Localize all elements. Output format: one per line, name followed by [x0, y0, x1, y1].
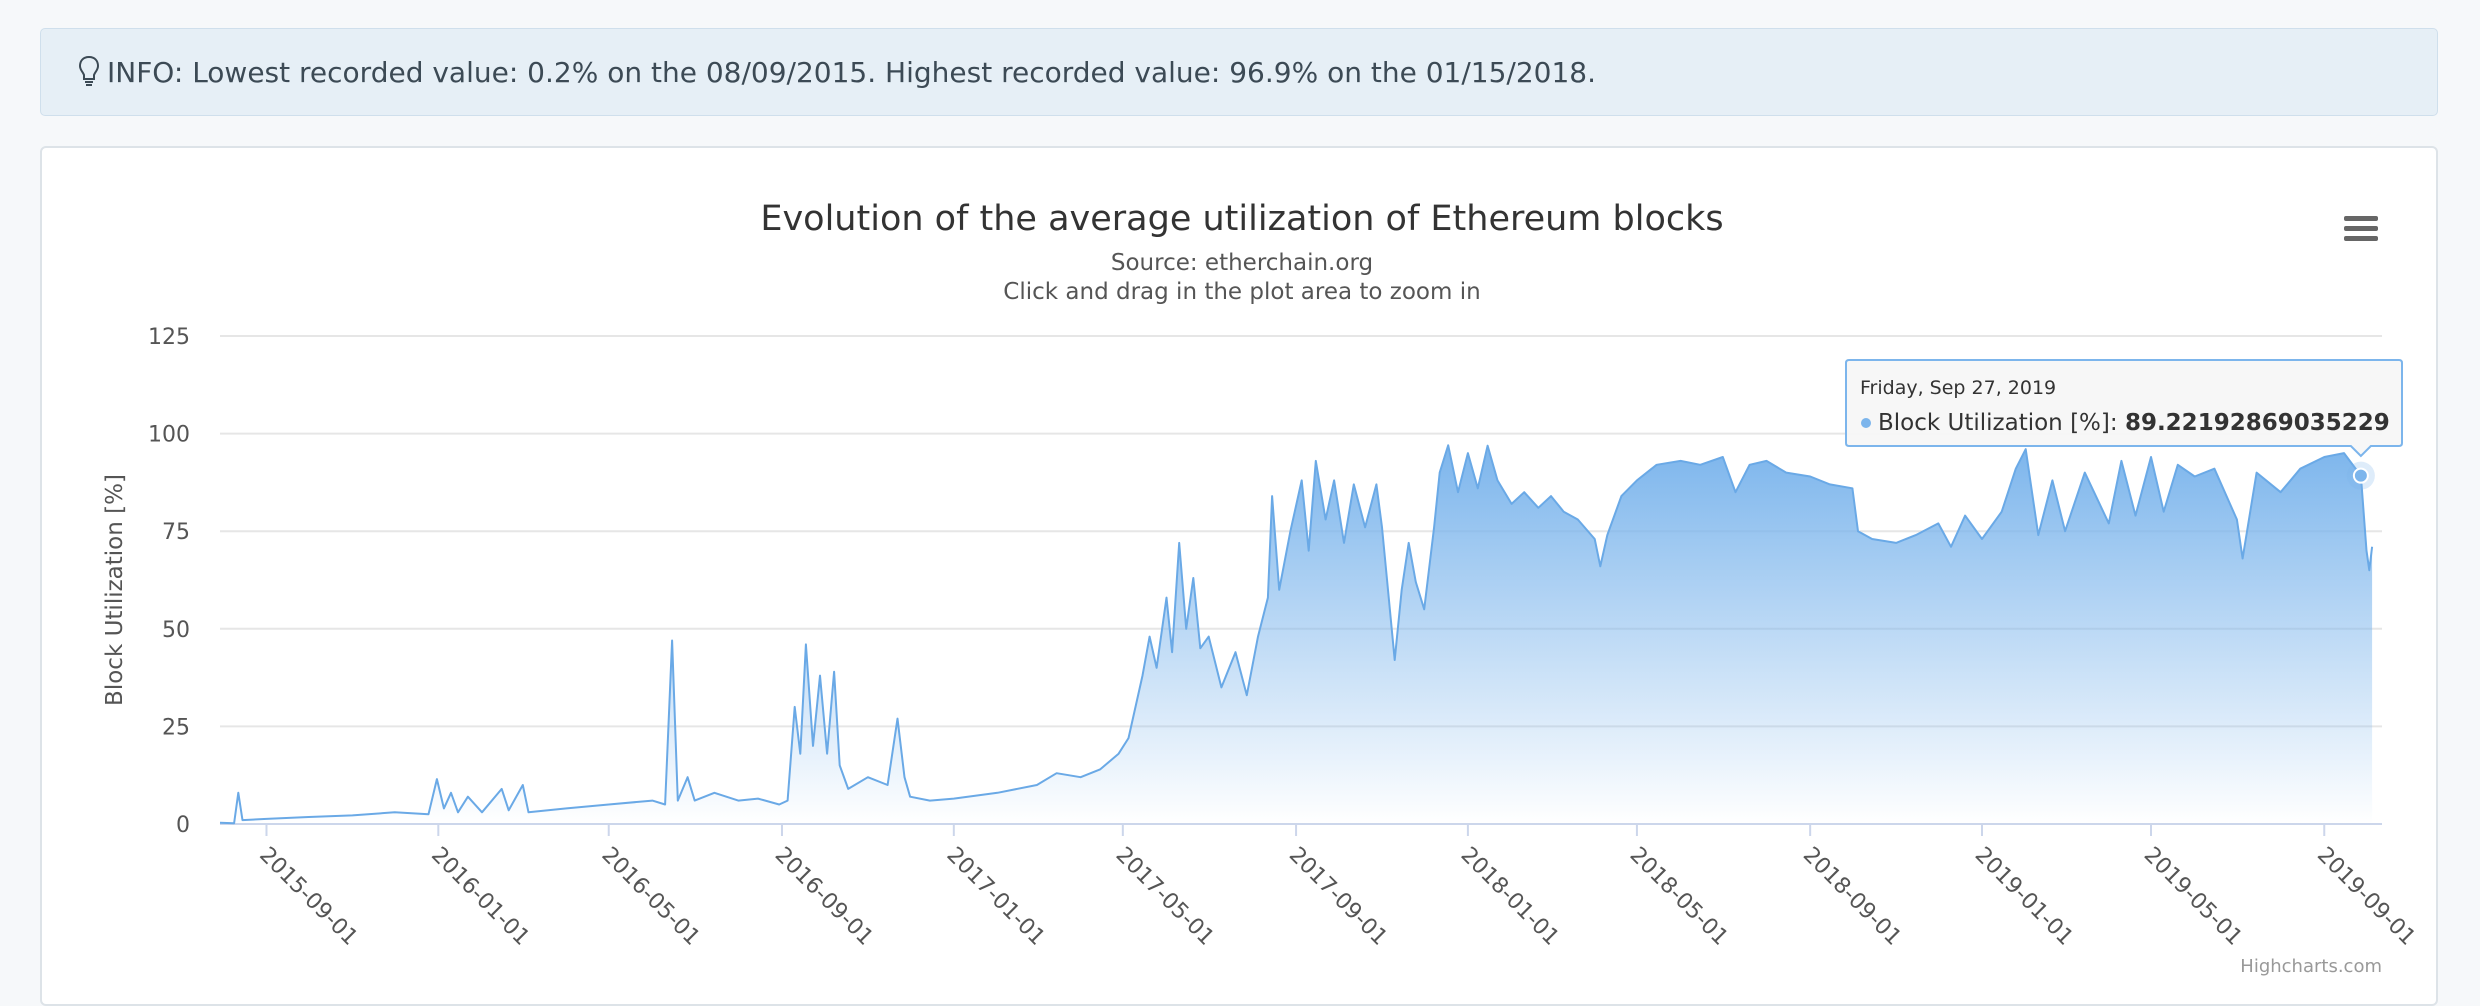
x-tick-label: 2016-01-01	[426, 843, 534, 951]
credits-link[interactable]: Highcharts.com	[2240, 956, 2382, 977]
y-tick-label: 75	[162, 520, 190, 545]
tooltip-date: Friday, Sep 27, 2019	[1860, 377, 2056, 399]
chart-subtitle-zoom-hint: Click and drag in the plot area to zoom …	[1003, 279, 1480, 305]
tooltip-series-dot	[1861, 418, 1871, 428]
y-tick-label: 0	[176, 813, 190, 838]
x-tick-label: 2016-09-01	[770, 843, 878, 951]
tooltip: Friday, Sep 27, 2019 Block Utilization [%…	[1845, 359, 2403, 490]
x-tick-label: 2018-05-01	[1625, 843, 1733, 951]
hover-point-marker	[2352, 467, 2369, 484]
x-axis: 2015-09-01 2016-01-01 2016-05-01 2016-09-01…	[254, 824, 2420, 951]
x-tick-label: 2019-09-01	[2312, 843, 2420, 951]
y-axis: 0 25 50 75 100 125	[148, 325, 190, 838]
x-tick-label: 2018-01-01	[1456, 843, 1564, 951]
x-tick-label: 2016-05-01	[596, 843, 704, 951]
y-tick-label: 100	[148, 423, 190, 448]
plot-area[interactable]	[219, 444, 2374, 825]
tooltip-series-label: Block Utilization [%]:	[1878, 410, 2125, 436]
tooltip-box	[1845, 359, 2403, 458]
y-tick-label: 50	[162, 618, 190, 643]
x-tick-label: 2019-01-01	[1970, 843, 2078, 951]
y-axis-title: Block Utilization [%]	[102, 474, 128, 706]
y-tick-label: 125	[148, 325, 190, 350]
x-tick-label: 2019-05-01	[2139, 843, 2247, 951]
series-line-block-utilization[interactable]	[219, 444, 2374, 825]
info-alert: INFO: Lowest recorded value: 0.2% on the…	[40, 28, 2438, 116]
hamburger-icon	[2344, 216, 2378, 241]
chart-svg[interactable]: Evolution of the average utilization of …	[42, 148, 2436, 988]
chart-card: Evolution of the average utilization of …	[40, 146, 2438, 1006]
chart-title: Evolution of the average utilization of …	[760, 199, 1723, 239]
x-tick-label: 2015-09-01	[254, 843, 362, 951]
y-tick-label: 25	[162, 715, 190, 740]
x-tick-label: 2017-09-01	[1284, 843, 1392, 951]
tooltip-value: 89.22192869035229	[2125, 410, 2390, 436]
x-tick-label: 2018-09-01	[1798, 843, 1906, 951]
info-text: INFO: Lowest recorded value: 0.2% on the…	[107, 55, 1596, 89]
chart-subtitle: Source: etherchain.org	[1111, 250, 1373, 276]
tooltip-series-line: Block Utilization [%]: 89.22192869035229	[1878, 410, 2390, 436]
x-tick-label: 2017-01-01	[942, 843, 1050, 951]
series-area-block-utilization	[220, 445, 2373, 824]
x-tick-label: 2017-05-01	[1111, 843, 1219, 951]
chart-menu-button[interactable]	[2338, 208, 2382, 248]
lightbulb-icon	[78, 55, 100, 86]
